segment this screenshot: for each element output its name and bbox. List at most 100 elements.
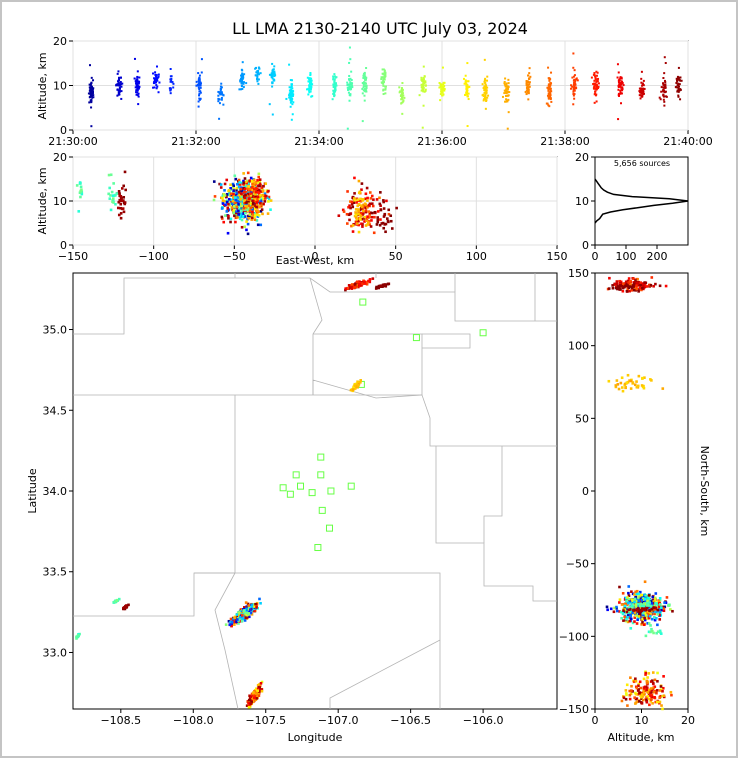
time-height-point	[573, 98, 575, 100]
ew-altitude-point	[249, 213, 252, 216]
time-height-point	[154, 71, 156, 73]
time-height-point	[383, 81, 385, 83]
time-height-point	[664, 91, 666, 93]
ew-altitude-point	[255, 206, 258, 209]
ns-altitude-point	[650, 694, 653, 697]
ew-altitude-point	[76, 184, 79, 187]
ew-altitude-point	[376, 223, 379, 226]
ew-altitude-point	[79, 196, 82, 199]
time-height-point	[285, 98, 287, 100]
hist-x-tick-label: 100	[616, 250, 637, 263]
time-height-point	[335, 76, 337, 78]
ew-altitude-point	[346, 222, 349, 225]
time-height-point	[272, 114, 274, 116]
ns-altitude-point	[658, 606, 661, 609]
time-height-point	[400, 103, 402, 105]
time-tick-label: 21:40:00	[663, 135, 712, 148]
ew-altitude-point	[235, 205, 238, 208]
time-height-point	[271, 63, 273, 65]
ew-altitude-point	[343, 210, 346, 213]
time-height-point	[574, 90, 576, 92]
ew-altitude-point	[259, 178, 262, 181]
time-height-point	[442, 84, 444, 86]
ew-altitude-point	[379, 224, 382, 227]
time-height-point	[333, 73, 335, 75]
time-height-point	[642, 83, 644, 85]
time-height-point	[245, 82, 247, 84]
plan-view-point	[241, 614, 244, 617]
ew-altitude-point	[262, 189, 265, 192]
plan-view-point	[233, 623, 236, 626]
hist-x-tick-label: 200	[647, 250, 668, 263]
time-height-point	[507, 128, 509, 130]
ew-altitude-point	[224, 204, 227, 207]
ew-altitude-point	[114, 203, 117, 206]
time-height-point	[662, 82, 664, 84]
time-height-point	[663, 105, 665, 107]
time-height-point	[507, 79, 509, 81]
time-height-point	[170, 78, 172, 80]
time-height-point	[364, 76, 366, 78]
time-height-point	[485, 108, 487, 110]
time-height-point	[441, 88, 443, 90]
ns-altitude-point	[629, 615, 632, 618]
longitude-tick-label: −106.5	[390, 714, 431, 727]
ns-altitude-point	[655, 592, 658, 595]
time-height-point	[466, 62, 468, 64]
ew-altitude-point	[247, 217, 250, 220]
ew-altitude-point	[238, 179, 241, 182]
plan-view-point	[354, 384, 357, 387]
time-height-point	[170, 81, 172, 83]
ew-altitude-point	[246, 209, 249, 212]
ew-altitude-point	[118, 190, 121, 193]
time-height-point	[349, 94, 351, 96]
time-height-point	[346, 84, 348, 86]
ew-altitude-point	[244, 212, 247, 215]
time-height-point	[333, 92, 335, 94]
time-height-point	[310, 86, 312, 88]
ew-altitude-point	[117, 207, 120, 210]
time-height-point	[116, 95, 118, 97]
time-height-point	[528, 77, 530, 79]
ew-altitude-point	[254, 218, 257, 221]
ew-altitude-point	[111, 200, 114, 203]
time-height-point	[593, 74, 595, 76]
time-height-point	[271, 86, 273, 88]
ew-altitude-point	[241, 219, 244, 222]
ew-altitude-point	[383, 215, 386, 218]
lma-station-marker	[318, 472, 324, 478]
ew-altitude-point	[373, 231, 376, 234]
time-height-point	[594, 91, 596, 93]
ew-altitude-point	[118, 195, 121, 198]
time-height-point	[508, 94, 510, 96]
ns-altitude-point	[670, 691, 673, 694]
ns-alt-tick-label: 10	[635, 714, 649, 727]
ns-altitude-point	[660, 632, 663, 635]
time-height-point	[198, 106, 200, 108]
time-height-point	[241, 88, 243, 90]
time-height-point	[197, 72, 199, 74]
ew-altitude-point	[379, 218, 382, 221]
time-height-point	[677, 96, 679, 98]
time-height-point	[152, 87, 154, 89]
ns-altitude-point	[644, 686, 647, 689]
plan-view-point	[249, 702, 252, 705]
ns-altitude-point	[621, 376, 624, 379]
ew-altitude-point	[227, 203, 230, 206]
ns-altitude-point	[626, 290, 629, 293]
ns-altitude-point	[616, 280, 619, 283]
ew-altitude-point	[225, 210, 228, 213]
time-height-point	[465, 83, 467, 85]
time-height-point	[678, 91, 680, 93]
ns-altitude-point	[626, 381, 629, 384]
time-tick-label: 21:30:00	[48, 135, 97, 148]
time-height-point	[270, 74, 272, 76]
ew-altitude-point	[232, 189, 235, 192]
ew-altitude-point	[256, 209, 259, 212]
time-height-point	[241, 69, 243, 71]
plan-view-point	[258, 694, 261, 697]
plan-view-point	[254, 603, 257, 606]
plan-view-point	[361, 283, 364, 286]
time-height-point	[117, 73, 119, 75]
ew-altitude-point	[229, 221, 232, 224]
